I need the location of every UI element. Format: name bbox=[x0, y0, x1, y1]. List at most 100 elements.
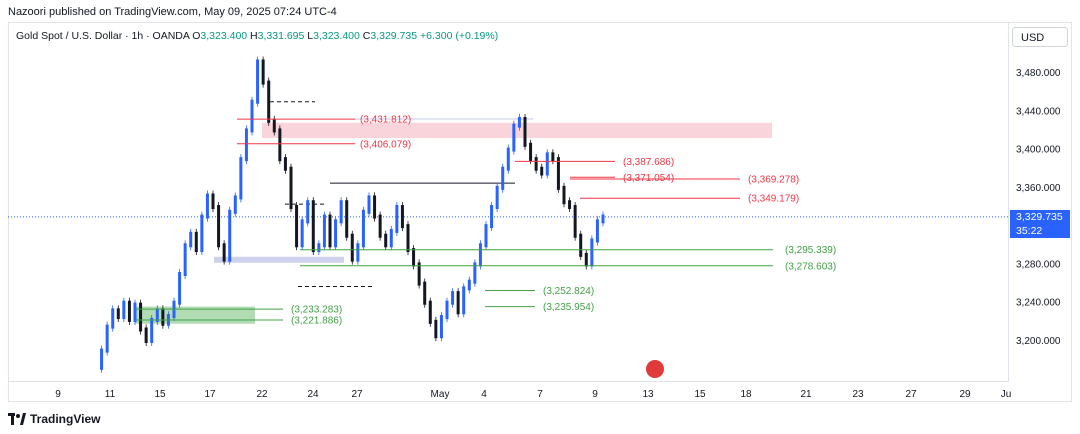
candle-body bbox=[389, 228, 393, 248]
support-zone bbox=[135, 306, 255, 324]
candle-body bbox=[200, 214, 204, 253]
level-label: (3,295.339) bbox=[785, 245, 836, 256]
level-label: (3,235.954) bbox=[543, 302, 594, 313]
candle-body bbox=[356, 243, 360, 262]
x-tick-label: 29 bbox=[959, 389, 971, 400]
high-value: 3,331.695 bbox=[257, 30, 305, 42]
x-tick-label: May bbox=[431, 389, 450, 400]
x-tick-label: 27 bbox=[351, 389, 363, 400]
candle-body bbox=[222, 243, 226, 262]
level-label: (3,233.283) bbox=[291, 305, 342, 316]
footer-brand[interactable]: TradingView bbox=[8, 412, 100, 426]
candle-body bbox=[250, 99, 254, 133]
high-label: H bbox=[250, 30, 258, 42]
candle-body bbox=[350, 233, 354, 262]
low-label: L bbox=[307, 30, 314, 42]
candle-body bbox=[100, 348, 104, 370]
level-label: (3,387.686) bbox=[623, 157, 674, 168]
demand-zone bbox=[214, 256, 344, 263]
close-label: C bbox=[362, 30, 371, 42]
candle-body bbox=[462, 286, 466, 315]
resistance-zone bbox=[262, 122, 772, 139]
candle-body bbox=[328, 214, 332, 248]
candle-body bbox=[573, 205, 577, 238]
level-label: (3,369.278) bbox=[748, 174, 799, 185]
level-label: (3,371.054) bbox=[623, 173, 674, 184]
candle-body bbox=[512, 123, 516, 152]
footer-brand-name: TradingView bbox=[30, 412, 101, 426]
candle-body bbox=[144, 327, 148, 343]
candle-body bbox=[373, 195, 377, 219]
candle-body bbox=[233, 195, 237, 214]
candle-body bbox=[217, 205, 221, 248]
candle-body bbox=[306, 200, 310, 224]
y-tick-label: 3,280.000 bbox=[1016, 259, 1061, 270]
publisher-credit: Nazoori published on TradingView.com, Ma… bbox=[8, 6, 337, 18]
candle-body bbox=[551, 152, 555, 162]
candle-body bbox=[205, 193, 209, 219]
candle-body bbox=[183, 243, 187, 276]
tradingview-logo-icon bbox=[8, 413, 26, 425]
candle-body bbox=[473, 262, 477, 284]
candle-body bbox=[122, 300, 126, 320]
x-tick-label: Ju bbox=[1001, 389, 1012, 400]
change-value: +6.300 (+0.19%) bbox=[420, 30, 499, 42]
level-label: (3,406.079) bbox=[360, 139, 411, 150]
x-tick-label: 27 bbox=[905, 389, 917, 400]
candle-body bbox=[239, 157, 243, 200]
candle-body bbox=[133, 302, 137, 322]
level-label: (3,278.603) bbox=[785, 261, 836, 272]
candle-body bbox=[523, 116, 527, 147]
x-tick-label: 21 bbox=[800, 389, 812, 400]
x-tick-label: 18 bbox=[740, 389, 752, 400]
candle-body bbox=[579, 233, 583, 257]
level-label: (3,349.179) bbox=[748, 194, 799, 205]
currency-button[interactable]: USD bbox=[1012, 27, 1068, 47]
x-tick-label: 11 bbox=[105, 389, 116, 400]
candle-body bbox=[228, 209, 232, 262]
x-tick-label: 9 bbox=[592, 389, 598, 400]
symbol-legend[interactable]: Gold Spot / U.S. Dollar · 1h · OANDA O 3,… bbox=[16, 30, 498, 42]
candle-body bbox=[194, 231, 198, 253]
candle-body bbox=[139, 302, 143, 332]
current-price-value: 3,329.735 bbox=[1016, 211, 1063, 223]
bar-countdown: 35:22 bbox=[1016, 225, 1043, 237]
candle-body bbox=[178, 272, 182, 305]
candle-body bbox=[116, 308, 120, 320]
level-label: (3,431.812) bbox=[360, 115, 411, 126]
candle-body bbox=[517, 116, 521, 128]
current-price-badge: 3,329.735 35:22 bbox=[1010, 210, 1070, 238]
open-label: O bbox=[192, 30, 201, 42]
y-tick-label: 3,400.000 bbox=[1016, 145, 1061, 156]
x-tick-label: 4 bbox=[481, 389, 487, 400]
candle-body bbox=[484, 224, 488, 248]
candle-body bbox=[300, 219, 304, 248]
candle-body bbox=[345, 200, 349, 238]
candle-body bbox=[490, 205, 494, 229]
candle-body bbox=[545, 152, 549, 176]
x-tick-label: 22 bbox=[256, 389, 268, 400]
candle-body bbox=[267, 80, 271, 123]
price-axis-divider bbox=[1008, 22, 1009, 382]
candle-body bbox=[456, 291, 460, 315]
us-flag-icon[interactable] bbox=[646, 360, 664, 378]
candle-body bbox=[211, 193, 215, 209]
x-tick-label: 9 bbox=[55, 389, 61, 400]
candle-body bbox=[434, 319, 438, 339]
symbol-name[interactable]: Gold Spot / U.S. Dollar · 1h · OANDA bbox=[16, 30, 190, 42]
candle-body bbox=[105, 324, 109, 353]
candle-body bbox=[423, 281, 427, 305]
y-tick-label: 3,360.000 bbox=[1016, 183, 1061, 194]
candle-body bbox=[127, 300, 131, 322]
candle-body bbox=[439, 315, 443, 339]
candle-body bbox=[272, 118, 276, 133]
candle-body bbox=[495, 185, 499, 209]
candle-body bbox=[361, 209, 365, 248]
candle-body bbox=[501, 166, 505, 190]
y-tick-label: 3,200.000 bbox=[1016, 336, 1061, 347]
candle-body bbox=[278, 128, 282, 162]
candle-body bbox=[150, 317, 154, 343]
candle-body bbox=[562, 185, 566, 205]
y-tick-label: 3,240.000 bbox=[1016, 298, 1061, 309]
